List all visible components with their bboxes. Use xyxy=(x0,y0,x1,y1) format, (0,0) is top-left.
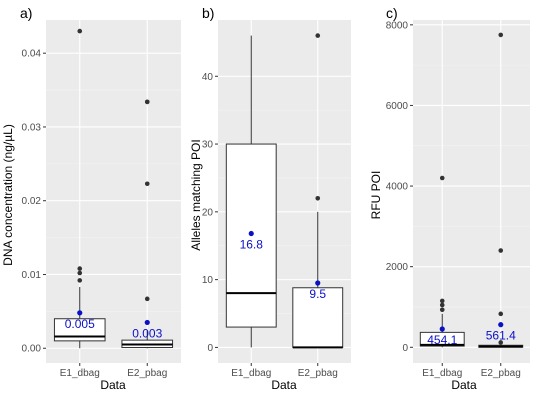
mean-point xyxy=(77,310,83,316)
y-tick-label: 0.03 xyxy=(22,122,42,133)
plot-background xyxy=(413,20,530,363)
y-tick-label: 0.01 xyxy=(22,270,42,281)
y-tick-label: 30 xyxy=(202,140,214,151)
mean-point xyxy=(315,280,321,286)
x-tick-label: E1_dbag xyxy=(422,368,462,379)
panel-b: b) Alleles matching POI Data 0 10 20 30 40 E1… xyxy=(189,5,351,392)
mean-label: 0.003 xyxy=(132,326,162,340)
panel-b-xlabel: Data xyxy=(271,378,297,392)
outlier-point xyxy=(439,302,445,308)
mean-label: 561.4 xyxy=(486,329,516,343)
outlier-point xyxy=(498,340,504,345)
panel-a-xlabel: Data xyxy=(100,378,126,392)
panel-c-letter: c) xyxy=(386,5,398,21)
x-tick-label: E2_pbag xyxy=(298,368,338,379)
y-tick-label: 20 xyxy=(202,207,214,218)
mean-label: 0.005 xyxy=(65,317,95,331)
panel-a: a) DNA concentration (ng/µL) Data 0.000.… xyxy=(1,5,181,392)
outlier-point xyxy=(77,270,83,276)
x-tick-label: E1_dbag xyxy=(231,368,271,379)
panel-c: c) RFU POI Data 0 2000 4000 6000 8000 E1_dbag… xyxy=(369,5,530,392)
x-tick-label: E2_pbag xyxy=(127,368,167,379)
y-tick-label: 0 xyxy=(207,343,213,354)
outlier-point xyxy=(315,195,321,201)
box-E1_dbag: 454.1 xyxy=(419,175,465,348)
panel-b-plot: 0 10 20 30 40 E1_dbag E2_pbag 16.8 9.5 xyxy=(202,20,351,379)
y-tick-label: 6000 xyxy=(386,101,409,112)
box-E2_pbag: 9.5 xyxy=(292,33,344,349)
y-tick-label: 0.04 xyxy=(22,49,42,60)
outlier-point xyxy=(315,33,321,38)
mean-label: 16.8 xyxy=(240,238,264,252)
mean-label: 9.5 xyxy=(309,287,326,301)
outlier-point xyxy=(77,278,83,283)
mean-point xyxy=(439,326,445,332)
y-tick-label: 8000 xyxy=(386,20,409,31)
outlier-point xyxy=(77,28,83,34)
box-E2_pbag: 561.4 xyxy=(478,32,524,348)
y-tick-label: 2000 xyxy=(386,262,409,273)
box-iqr xyxy=(419,331,465,347)
y-tick-label: 0 xyxy=(402,343,408,354)
y-tick-label: 0.00 xyxy=(22,344,42,355)
mean-point xyxy=(144,319,150,326)
panel-c-plot: 0 2000 4000 6000 8000 E1_dbag E2_pbag 454.1 561.… xyxy=(386,20,530,379)
outlier-point xyxy=(498,311,504,317)
y-tick-label: 10 xyxy=(202,275,214,286)
y-tick-label: 4000 xyxy=(386,182,409,193)
mean-point xyxy=(498,322,504,328)
plot-background xyxy=(46,20,181,363)
outlier-point xyxy=(144,99,150,105)
box-iqr xyxy=(292,287,344,348)
box-E1_dbag: 0.005 xyxy=(53,28,106,349)
outlier-point xyxy=(439,307,445,313)
x-tick-label: E2_pbag xyxy=(481,368,521,379)
outlier-point xyxy=(498,248,504,253)
y-tick-label: 40 xyxy=(202,72,214,83)
panel-a-ylabel: DNA concentration (ng/µL) xyxy=(1,124,15,266)
outlier-point xyxy=(498,32,504,38)
panel-b-ylabel: Alleles matching POI xyxy=(189,139,203,250)
panel-a-plot: 0.00 0.01 0.02 0.03 0.04 E1_dbag E2_pbag 0.005 0… xyxy=(22,20,181,379)
outlier-point xyxy=(77,266,83,271)
x-tick-label: E1_dbag xyxy=(60,368,100,379)
panel-a-letter: a) xyxy=(20,5,32,21)
box-iqr xyxy=(53,318,106,342)
panel-c-xlabel: Data xyxy=(451,378,477,392)
panel-c-ylabel: RFU POI xyxy=(369,171,383,220)
outlier-point xyxy=(144,296,150,302)
box-E1_dbag: 16.8 xyxy=(225,35,277,348)
outlier-point xyxy=(439,298,445,304)
panel-b-letter: b) xyxy=(202,5,214,21)
outlier-point xyxy=(439,175,445,181)
y-tick-label: 0.02 xyxy=(22,196,42,207)
box-E2_pbag: 0.003 xyxy=(121,99,174,349)
mean-label: 454.1 xyxy=(427,333,457,347)
mean-point xyxy=(248,230,254,237)
outlier-point xyxy=(144,181,150,187)
